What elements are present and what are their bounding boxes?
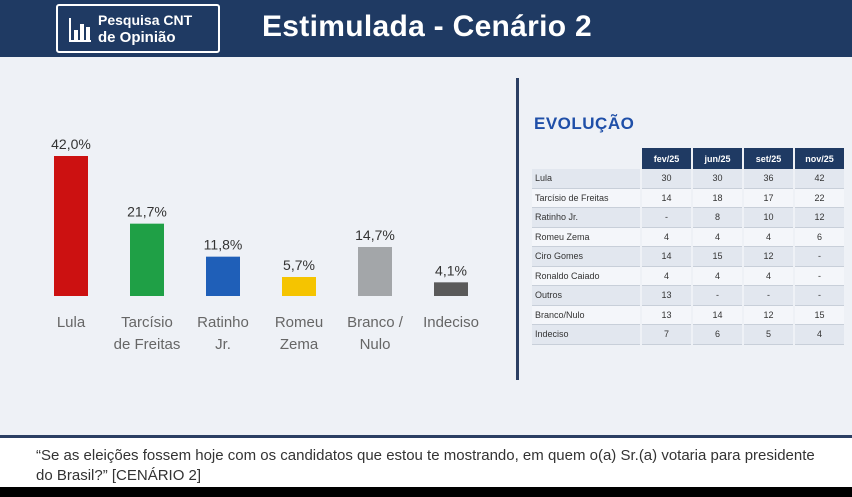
logo-text: Pesquisa CNT de Opinião xyxy=(98,12,192,46)
category-label-2-0: Ratinho xyxy=(197,314,249,331)
table-row: Outros 13- - - xyxy=(532,285,844,306)
table-cell: 13 xyxy=(640,285,692,306)
table-cell: 4 xyxy=(691,266,743,286)
table-cell: 7 xyxy=(640,324,692,345)
table-cell: 30 xyxy=(691,169,743,189)
table-cell: 6 xyxy=(691,324,743,345)
bottom-bar xyxy=(0,487,852,497)
table-cell: 17 xyxy=(742,188,794,208)
table-row: Ciro Gomes 14 15 12- xyxy=(532,246,844,267)
table-row: Branco/Nulo 13 14 12 15 xyxy=(532,305,844,325)
evolution-title: EVOLUÇÃO xyxy=(534,114,635,133)
table-cell: 14 xyxy=(640,246,692,267)
bar-chart-icon xyxy=(69,17,91,42)
header-bar: Pesquisa CNT de Opinião Estimulada - Cen… xyxy=(0,0,852,57)
bar-1 xyxy=(130,223,164,296)
table-row: Indeciso 7 6 5 4 xyxy=(532,324,844,345)
logo-line2: de Opinião xyxy=(98,28,176,46)
table-cell: 4 xyxy=(691,227,743,247)
row-name: Tarcísio de Freitas xyxy=(532,188,641,208)
table-cell: 15 xyxy=(793,305,844,325)
table-cell: 12 xyxy=(742,305,794,325)
category-label-3-1: Zema xyxy=(280,336,319,353)
table-cell: 4 xyxy=(793,324,844,345)
table-cell: 10 xyxy=(742,207,794,228)
bar-0 xyxy=(54,156,88,296)
table-cell: 4 xyxy=(640,266,692,286)
bar-value-label-2: 11,8% xyxy=(204,237,243,253)
bar-5 xyxy=(434,282,468,296)
table-cell: 18 xyxy=(691,188,743,208)
page-title: Estimulada - Cenário 2 xyxy=(262,10,593,43)
row-name: Lula xyxy=(532,169,641,189)
evolution-table: fev/25 jun/25 set/25 nov/25 Lula 30 30 36 42 Tar… xyxy=(532,148,844,345)
table-cell: 42 xyxy=(793,169,844,189)
survey-question: “Se as eleições fossem hoje com os candi… xyxy=(36,447,815,484)
bar-value-label-4: 14,7% xyxy=(355,227,395,243)
table-cell: 13 xyxy=(640,305,692,325)
bar-2 xyxy=(206,256,240,296)
table-corner xyxy=(532,148,641,169)
table-cell: 30 xyxy=(640,169,692,189)
column-header-3: nov/25 xyxy=(793,148,844,169)
row-name: Romeu Zema xyxy=(532,227,641,247)
table-cell: 36 xyxy=(742,169,794,189)
table-cell: 12 xyxy=(742,246,794,267)
table-cell: - xyxy=(691,285,743,306)
column-header-1: jun/25 xyxy=(691,148,743,169)
row-name: Ciro Gomes xyxy=(532,246,641,267)
table-row: Ratinho Jr. -8 10 12 xyxy=(532,207,844,228)
table-row: Lula 30 30 36 42 xyxy=(532,169,844,189)
table-cell: 5 xyxy=(742,324,794,345)
logo-line1: Pesquisa CNT xyxy=(98,11,193,28)
table-row: Ronaldo Caiado 4 4 4- xyxy=(532,266,844,286)
category-label-1-1: de Freitas xyxy=(114,336,181,353)
table-cell: 4 xyxy=(742,227,794,247)
row-name: Outros xyxy=(532,285,641,306)
bar-value-label-1: 21,7% xyxy=(127,204,167,220)
table-cell: 4 xyxy=(742,266,794,286)
bar-value-label-5: 4,1% xyxy=(435,262,467,278)
table-cell: 14 xyxy=(691,305,743,325)
table-cell: 12 xyxy=(793,207,844,228)
logo: Pesquisa CNT de Opinião xyxy=(56,4,220,53)
table-cell: 22 xyxy=(793,188,844,208)
bar-value-label-3: 5,7% xyxy=(283,257,315,273)
row-name: Branco/Nulo xyxy=(532,305,641,325)
category-label-4-0: Branco / xyxy=(347,314,404,331)
bar-chart: 42,0% Lula 21,7% Tarcísio de Freitas 11,8% Rat… xyxy=(51,136,479,353)
category-label-0-0: Lula xyxy=(57,314,86,331)
divider xyxy=(516,78,519,380)
table-cell: 8 xyxy=(691,207,743,228)
table-cell: 15 xyxy=(691,246,743,267)
category-label-2-1: Jr. xyxy=(215,336,231,353)
bar-value-label-0: 42,0% xyxy=(51,136,91,152)
table-cell: - xyxy=(793,246,844,267)
bar-4 xyxy=(358,247,392,296)
row-name: Indeciso xyxy=(532,324,641,345)
table-cell: - xyxy=(793,285,844,306)
table-cell: - xyxy=(742,285,794,306)
row-name: Ronaldo Caiado xyxy=(532,266,641,286)
table-cell: - xyxy=(640,207,692,228)
table-row: Romeu Zema 4 4 4 6 xyxy=(532,227,844,247)
table-cell: 4 xyxy=(640,227,692,247)
table-cell: - xyxy=(793,266,844,286)
category-label-4-1: Nulo xyxy=(360,336,391,353)
column-header-0: fev/25 xyxy=(640,148,692,169)
table-cell: 14 xyxy=(640,188,692,208)
table-cell: 6 xyxy=(793,227,844,247)
category-label-1-0: Tarcísio xyxy=(121,314,173,331)
footer: “Se as eleições fossem hoje com os candi… xyxy=(0,435,852,487)
category-label-3-0: Romeu xyxy=(275,314,323,331)
category-label-5-0: Indeciso xyxy=(423,314,479,331)
bar-3 xyxy=(282,277,316,296)
table-row: Tarcísio de Freitas 14 18 17 22 xyxy=(532,188,844,208)
row-name: Ratinho Jr. xyxy=(532,207,641,228)
column-header-2: set/25 xyxy=(742,148,794,169)
